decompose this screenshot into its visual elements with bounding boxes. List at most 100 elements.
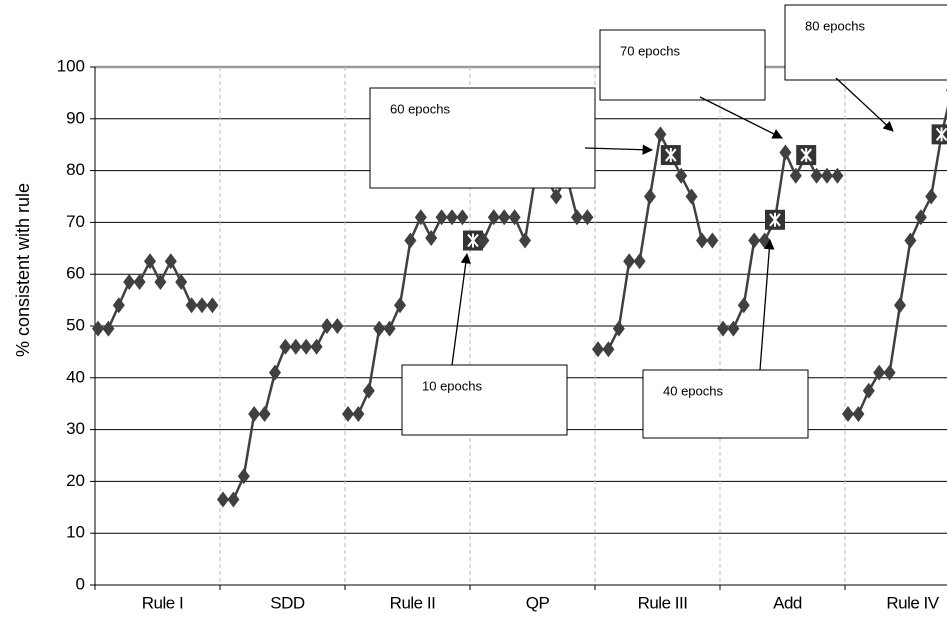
marker: [373, 320, 386, 337]
x-tick-label: Rule I: [142, 593, 183, 612]
y-tick-label: 80: [66, 160, 85, 179]
y-tick-label: 40: [66, 367, 85, 386]
marker: [696, 232, 708, 249]
marker: [352, 406, 365, 423]
y-tick-label: 30: [66, 419, 85, 438]
annotation-arrow: [584, 144, 654, 155]
marker: [404, 232, 417, 249]
marker: [435, 209, 448, 226]
marker: [706, 232, 719, 249]
y-tick-label: 20: [66, 471, 85, 490]
marker: [217, 491, 229, 508]
marker: [581, 209, 594, 226]
marker: [185, 297, 198, 314]
marker: [727, 320, 740, 337]
marker: [321, 318, 333, 334]
marker: [300, 338, 313, 355]
marker: [102, 320, 115, 337]
annotation-box: [369, 87, 596, 189]
line: [98, 258, 213, 330]
marker: [852, 406, 865, 423]
marker: [821, 167, 833, 184]
x-tick-label: QP: [526, 593, 550, 612]
marker: [883, 364, 896, 381]
y-axis-label: % consistent with rule: [13, 183, 33, 357]
epoch-marker-cross: [800, 148, 812, 163]
marker: [519, 232, 531, 249]
x-tick-label: Rule II: [390, 593, 436, 612]
marker: [279, 338, 292, 355]
epoch-marker-cross: [665, 148, 677, 163]
x-tick-label: SDD: [270, 593, 305, 612]
annotation-box: [599, 29, 766, 101]
epoch-marker-cross: [769, 212, 781, 227]
epoch-marker-cross: [935, 127, 947, 142]
marker: [592, 341, 604, 358]
marker: [644, 188, 656, 205]
marker: [477, 232, 490, 249]
annotation-box: [784, 4, 947, 81]
marker: [196, 297, 208, 314]
marker: [904, 232, 917, 249]
marker: [779, 144, 792, 161]
marker: [748, 232, 761, 249]
marker: [873, 364, 886, 381]
annotation-arrow: [451, 252, 471, 366]
epoch-marker-cross: [467, 233, 479, 248]
marker: [612, 320, 625, 337]
marker: [925, 188, 938, 205]
y-tick-label: 10: [66, 523, 85, 542]
y-tick-label: 70: [66, 212, 85, 231]
marker: [206, 297, 219, 314]
marker: [144, 253, 156, 270]
annotation-text: 40 epochs: [663, 383, 723, 398]
marker: [362, 382, 375, 399]
marker: [571, 209, 583, 226]
annotation-box: [401, 364, 568, 436]
marker: [92, 320, 104, 337]
y-tick-label: 100: [57, 56, 85, 75]
x-tick-label: Rule IV: [886, 593, 939, 612]
marker: [675, 167, 688, 184]
y-tick-label: 60: [66, 264, 85, 283]
marker: [227, 491, 240, 508]
marker: [810, 167, 823, 184]
marker: [446, 209, 458, 226]
marker: [133, 273, 146, 290]
marker: [123, 273, 136, 290]
line: [598, 130, 713, 351]
marker: [414, 209, 427, 226]
marker: [154, 273, 167, 290]
marker: [383, 320, 396, 337]
marker: [862, 382, 875, 399]
marker: [112, 297, 125, 314]
marker: [654, 126, 667, 143]
marker: [717, 320, 729, 337]
annotation-text: 80 epochs: [805, 18, 865, 33]
annotation-box: [642, 369, 809, 439]
marker: [310, 338, 323, 355]
y-tick-label: 50: [66, 315, 85, 334]
marker: [164, 253, 177, 270]
marker: [237, 468, 250, 485]
annotation-arrow: [835, 77, 894, 132]
marker: [425, 229, 438, 246]
marker: [550, 188, 563, 205]
marker: [456, 209, 469, 226]
annotation-text: 60 epochs: [390, 101, 450, 116]
marker: [289, 338, 302, 355]
marker: [737, 297, 750, 314]
marker: [633, 253, 646, 270]
marker: [487, 209, 500, 226]
marker: [685, 188, 698, 205]
annotation-arrow: [759, 238, 775, 371]
annotation-arrow: [699, 96, 783, 139]
marker: [914, 209, 927, 226]
annotation-text: 70 epochs: [620, 43, 680, 58]
marker: [331, 318, 344, 334]
x-tick-label: Rule III: [638, 593, 688, 612]
marker: [789, 167, 802, 184]
marker: [258, 406, 271, 423]
marker: [508, 209, 521, 226]
